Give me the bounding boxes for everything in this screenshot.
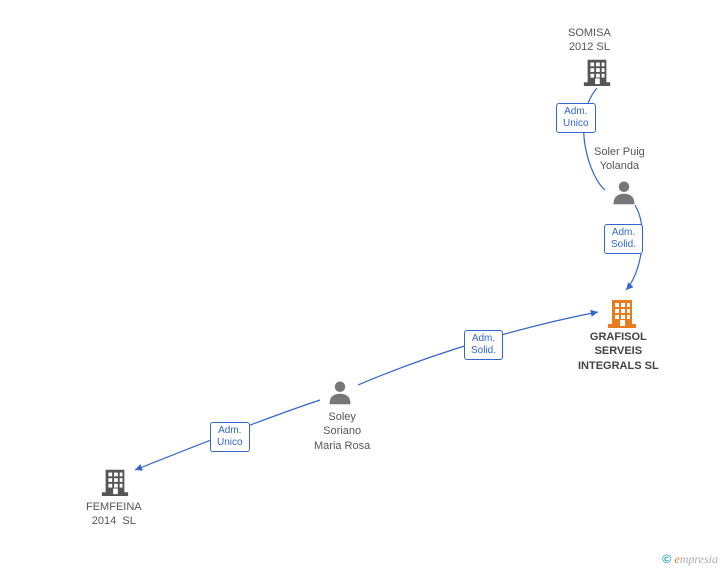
brand-name: empresia [674,552,718,566]
edge-label-somisa-soler: Adm. Unico [556,103,596,133]
watermark: © empresia [662,552,718,567]
edge-label-soley-grafisol: Adm. Solid. [464,330,503,360]
building-icon [606,296,638,333]
copyright-symbol: © [662,552,671,566]
building-icon [100,466,130,501]
edge-label-soler-grafisol: Adm. Solid. [604,224,643,254]
node-label-soley: Soley Soriano Maria Rosa [314,410,370,453]
person-icon [610,178,638,211]
node-label-grafisol: GRAFISOL SERVEIS INTEGRALS SL [578,330,659,373]
node-label-femfeina: FEMFEINA 2014 SL [86,500,142,529]
node-label-somisa: SOMISA 2012 SL [568,26,611,55]
building-icon [582,56,612,91]
node-label-soler: Soler Puig Yolanda [594,145,645,174]
person-icon [326,378,354,411]
edge-label-soley-femfeina: Adm. Unico [210,422,250,452]
